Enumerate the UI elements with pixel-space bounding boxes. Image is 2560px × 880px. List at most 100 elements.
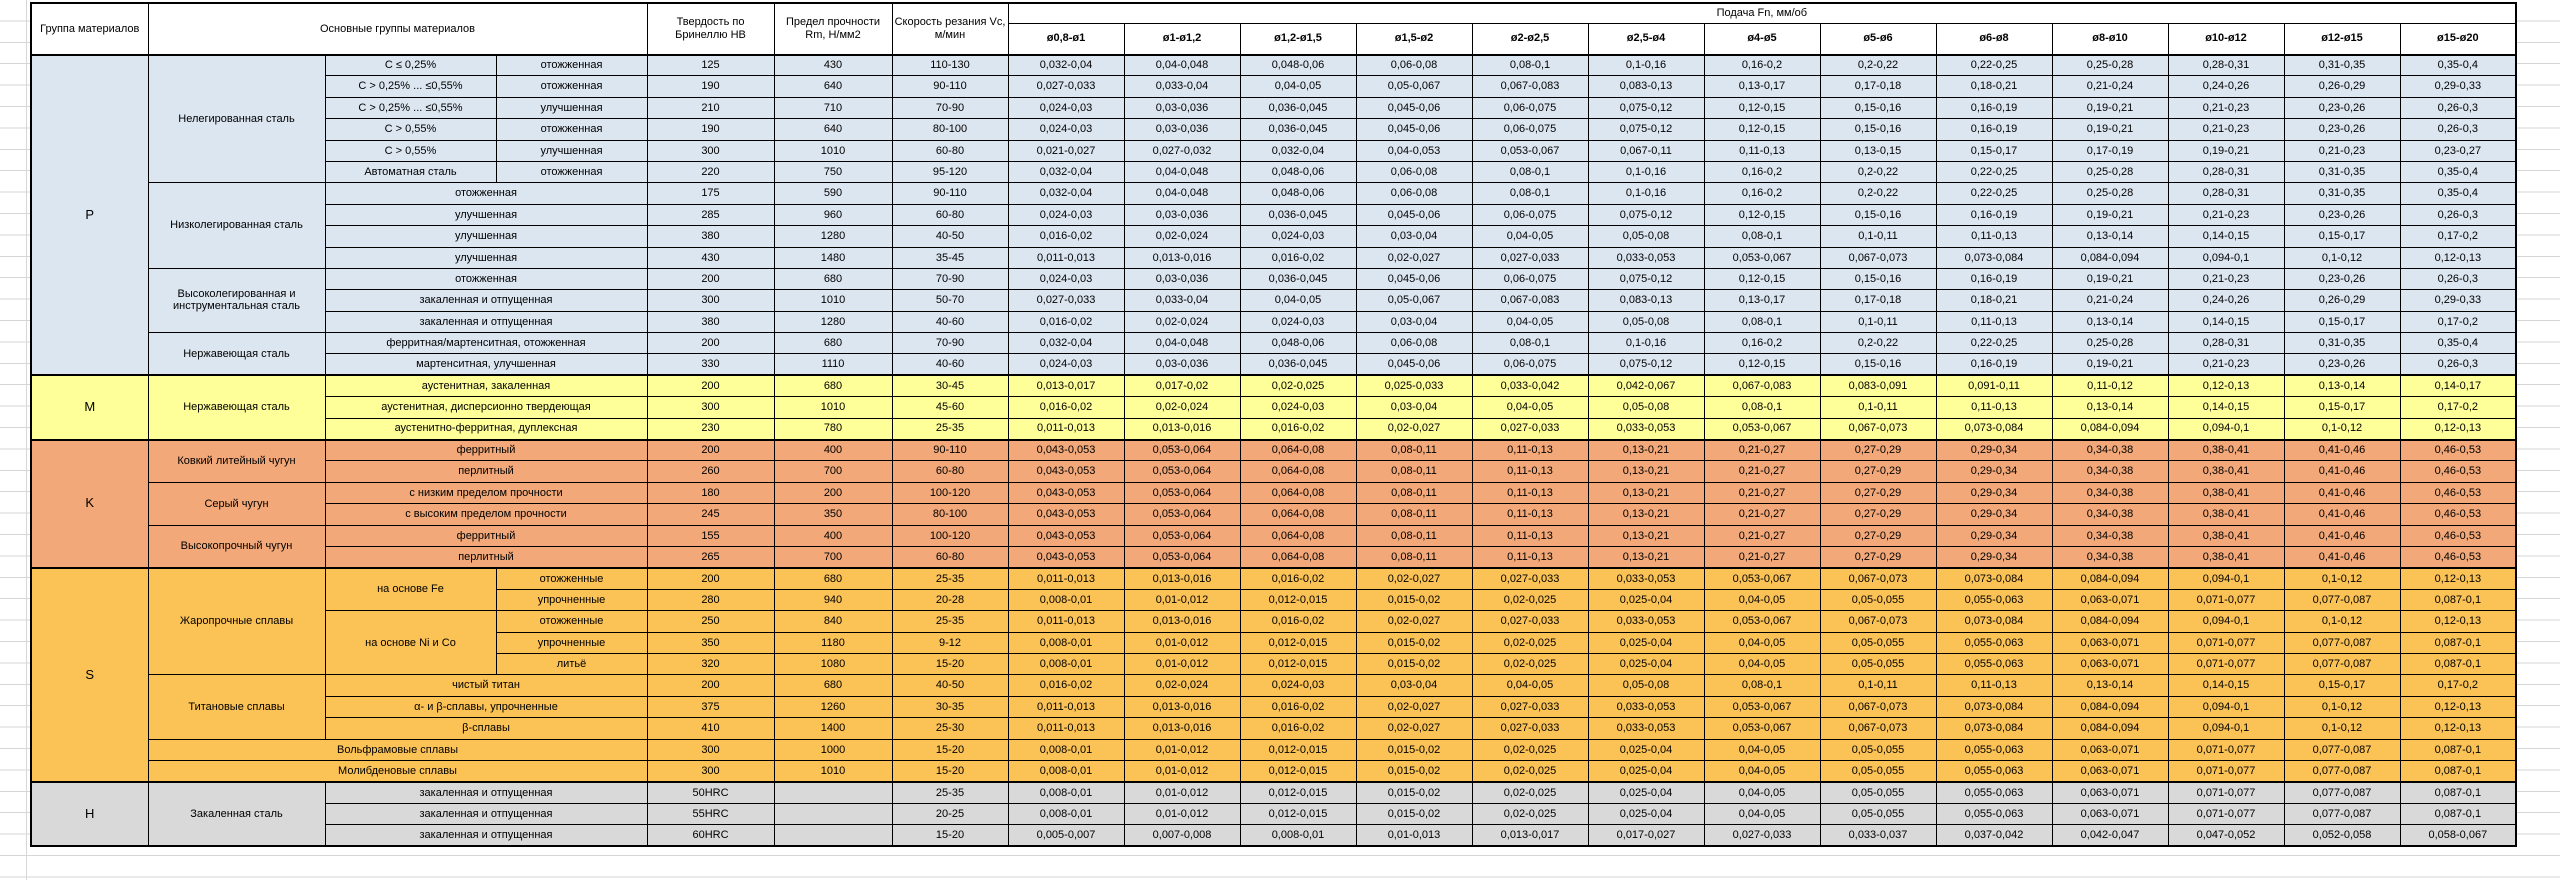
feed-cell[interactable]: 0,08-0,11	[1355, 545, 1473, 569]
feed-cell[interactable]: 0,036-0,045	[1239, 96, 1357, 120]
feed-cell[interactable]: 0,03-0,04	[1355, 674, 1473, 697]
feed-cell[interactable]: 0,04-0,048	[1123, 160, 1241, 184]
feed-cell[interactable]: 0,28-0,31	[2167, 160, 2285, 184]
feed-cell[interactable]: 0,043-0,053	[1007, 524, 1125, 547]
feed-cell[interactable]: 0,073-0,084	[1935, 566, 2053, 590]
feed-cell[interactable]: 0,033-0,053	[1587, 610, 1705, 633]
material-sub-cell[interactable]: C > 0,55%	[324, 118, 497, 141]
feed-cell[interactable]: 0,024-0,03	[1239, 310, 1357, 334]
feed-cell[interactable]: 0,13-0,14	[2051, 674, 2169, 697]
feed-cell[interactable]: 0,084-0,094	[2051, 717, 2169, 740]
feed-cell[interactable]: 0,21-0,27	[1703, 460, 1821, 483]
material-sub-cell[interactable]: C > 0,25% ... ≤0,55%	[324, 75, 497, 98]
feed-cell[interactable]: 0,31-0,35	[2283, 332, 2401, 355]
feed-cell[interactable]: 0,11-0,13	[1471, 545, 1589, 569]
material-sub-cell[interactable]: C > 0,25% ... ≤0,55%	[324, 96, 497, 120]
feed-cell[interactable]: 0,14-0,17	[2399, 374, 2517, 398]
strength-cell[interactable]: 780	[773, 417, 893, 441]
feed-cell[interactable]: 0,06-0,08	[1355, 53, 1473, 77]
hardness-cell[interactable]: 410	[646, 717, 775, 740]
feed-cell[interactable]: 0,032-0,04	[1239, 139, 1357, 162]
strength-cell[interactable]: 1010	[773, 759, 893, 783]
feed-cell[interactable]: 0,14-0,15	[2167, 225, 2285, 248]
feed-cell[interactable]: 0,008-0,01	[1007, 652, 1125, 676]
strength-cell[interactable]: 1010	[773, 139, 893, 162]
feed-cell[interactable]: 0,027-0,032	[1123, 139, 1241, 162]
feed-diameter-header[interactable]: ø6-ø8	[1935, 22, 2053, 56]
feed-cell[interactable]: 0,016-0,02	[1239, 695, 1357, 719]
feed-cell[interactable]: 0,087-0,1	[2399, 652, 2517, 676]
feed-cell[interactable]: 0,35-0,4	[2399, 160, 2517, 184]
speed-cell[interactable]: 15-20	[891, 759, 1009, 783]
material-state-cell[interactable]: отожженная	[495, 75, 648, 98]
feed-cell[interactable]: 0,025-0,04	[1587, 802, 1705, 826]
feed-cell[interactable]: 0,23-0,26	[2283, 118, 2401, 141]
feed-cell[interactable]: 0,087-0,1	[2399, 588, 2517, 612]
strength-cell[interactable]: 960	[773, 203, 893, 227]
material-subgroup-cell[interactable]: на основе Ni и Co	[324, 610, 497, 676]
feed-cell[interactable]: 0,1-0,11	[1819, 225, 1937, 248]
feed-cell[interactable]: 0,012-0,015	[1239, 780, 1357, 804]
feed-cell[interactable]: 0,025-0,04	[1587, 780, 1705, 804]
feed-cell[interactable]: 0,04-0,05	[1471, 225, 1589, 248]
feed-cell[interactable]: 0,094-0,1	[2167, 417, 2285, 441]
feed-cell[interactable]: 0,02-0,025	[1471, 652, 1589, 676]
feed-cell[interactable]: 0,25-0,28	[2051, 332, 2169, 355]
feed-cell[interactable]: 0,067-0,073	[1819, 695, 1937, 719]
strength-cell[interactable]: 1080	[773, 652, 893, 676]
strength-cell[interactable]: 680	[773, 674, 893, 697]
feed-cell[interactable]: 0,12-0,13	[2167, 374, 2285, 398]
hardness-cell[interactable]: 210	[646, 96, 775, 120]
material-state-cell[interactable]: улучшенная	[495, 96, 648, 120]
material-sub-state-cell[interactable]: α- и β-сплавы, упрочненные	[324, 695, 648, 719]
feed-cell[interactable]: 0,033-0,053	[1587, 566, 1705, 590]
feed-cell[interactable]: 0,064-0,08	[1239, 524, 1357, 547]
speed-cell[interactable]: 40-50	[891, 674, 1009, 697]
feed-cell[interactable]: 0,083-0,13	[1587, 75, 1705, 98]
hardness-cell[interactable]: 245	[646, 503, 775, 526]
feed-cell[interactable]: 0,012-0,015	[1239, 759, 1357, 783]
feed-cell[interactable]: 0,41-0,46	[2283, 545, 2401, 569]
strength-cell[interactable]: 1180	[773, 631, 893, 654]
speed-cell[interactable]: 80-100	[891, 118, 1009, 141]
feed-cell[interactable]: 0,27-0,29	[1819, 545, 1937, 569]
feed-cell[interactable]: 0,16-0,19	[1935, 353, 2053, 376]
feed-cell[interactable]: 0,22-0,25	[1935, 160, 2053, 184]
feed-cell[interactable]: 0,008-0,01	[1007, 588, 1125, 612]
feed-cell[interactable]: 0,34-0,38	[2051, 524, 2169, 547]
feed-cell[interactable]: 0,16-0,2	[1703, 332, 1821, 355]
feed-cell[interactable]: 0,05-0,055	[1819, 588, 1937, 612]
feed-cell[interactable]: 0,04-0,05	[1239, 75, 1357, 98]
material-sub-state-cell[interactable]: закаленная и отпущенная	[324, 310, 648, 334]
speed-cell[interactable]: 15-20	[891, 824, 1009, 847]
hardness-cell[interactable]: 190	[646, 118, 775, 141]
feed-cell[interactable]: 0,01-0,012	[1123, 759, 1241, 783]
feed-cell[interactable]: 0,016-0,02	[1007, 396, 1125, 419]
feed-cell[interactable]: 0,053-0,064	[1123, 438, 1241, 462]
speed-cell[interactable]: 100-120	[891, 524, 1009, 547]
feed-diameter-header[interactable]: ø2-ø2,5	[1471, 22, 1589, 56]
feed-cell[interactable]: 0,04-0,053	[1355, 139, 1473, 162]
feed-cell[interactable]: 0,21-0,23	[2167, 118, 2285, 141]
feed-cell[interactable]: 0,24-0,26	[2167, 75, 2285, 98]
material-sub-state-cell[interactable]: закаленная и отпущенная	[324, 780, 648, 804]
feed-cell[interactable]: 0,024-0,03	[1239, 396, 1357, 419]
feed-cell[interactable]: 0,015-0,02	[1355, 780, 1473, 804]
feed-cell[interactable]: 0,1-0,11	[1819, 310, 1937, 334]
feed-cell[interactable]: 0,008-0,01	[1007, 738, 1125, 761]
feed-cell[interactable]: 0,011-0,013	[1007, 246, 1125, 269]
feed-cell[interactable]: 0,043-0,053	[1007, 438, 1125, 462]
feed-cell[interactable]: 0,05-0,08	[1587, 674, 1705, 697]
feed-cell[interactable]: 0,013-0,017	[1007, 374, 1125, 398]
feed-cell[interactable]: 0,025-0,04	[1587, 588, 1705, 612]
feed-cell[interactable]: 0,12-0,13	[2399, 717, 2517, 740]
feed-diameter-header[interactable]: ø2,5-ø4	[1587, 22, 1705, 56]
material-state-cell[interactable]: отожженные	[495, 610, 648, 633]
feed-cell[interactable]: 0,063-0,071	[2051, 780, 2169, 804]
feed-cell[interactable]: 0,05-0,055	[1819, 652, 1937, 676]
strength-cell[interactable]: 1010	[773, 396, 893, 419]
feed-cell[interactable]: 0,042-0,067	[1587, 374, 1705, 398]
feed-cell[interactable]: 0,08-0,11	[1355, 460, 1473, 483]
feed-cell[interactable]: 0,35-0,4	[2399, 332, 2517, 355]
feed-cell[interactable]: 0,03-0,036	[1123, 118, 1241, 141]
